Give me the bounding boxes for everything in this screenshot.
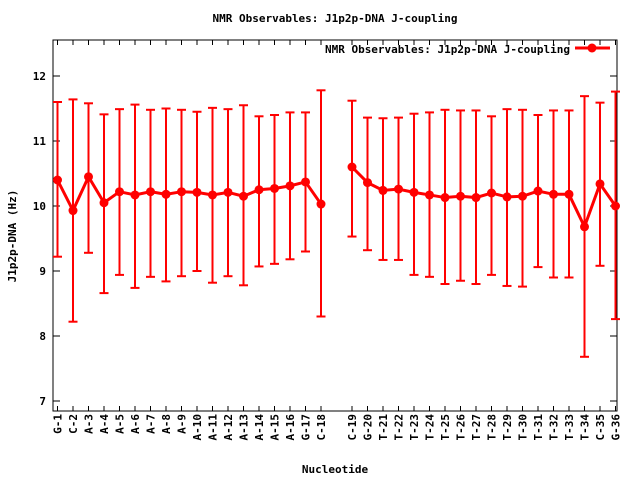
data-point [456, 191, 465, 201]
x-tick-label: C-19 [346, 414, 359, 441]
series-line [56, 173, 323, 214]
data-point [115, 187, 124, 197]
x-tick-label: T-30 [517, 414, 530, 441]
x-tick-label: A-7 [145, 414, 158, 434]
data-point [502, 192, 512, 202]
data-point [425, 190, 434, 200]
data-point [130, 190, 140, 200]
data-point [161, 189, 171, 199]
x-tick-label: A-15 [269, 414, 282, 441]
x-tick-label: A-4 [98, 414, 111, 434]
plot-border [52, 39, 618, 412]
x-tick-label: A-14 [253, 414, 266, 441]
x-tick-label: T-27 [470, 414, 483, 441]
y-tick-label: 9 [39, 265, 46, 278]
x-tick-label: T-31 [532, 414, 545, 441]
data-point [208, 190, 217, 200]
x-tick-label: C-18 [315, 414, 328, 441]
data-point [409, 187, 419, 197]
y-tick-label: 12 [33, 70, 46, 83]
x-tick-label: A-12 [222, 414, 235, 441]
y-axis-title: J1p2p-DNA (Hz) [6, 190, 19, 283]
x-tick-label: T-25 [439, 414, 452, 441]
y-tick-label: 8 [39, 330, 46, 343]
x-tick-label: A-10 [191, 414, 204, 441]
data-point [192, 187, 202, 197]
x-tick-label: T-26 [455, 414, 468, 441]
data-point [84, 172, 93, 182]
y-tick-label: 7 [39, 395, 46, 408]
data-point [177, 187, 186, 197]
data-point [580, 222, 589, 232]
x-tick-label: T-23 [408, 414, 421, 441]
data-point [611, 201, 620, 211]
x-tick-label: T-22 [393, 414, 406, 441]
x-tick-label: A-11 [207, 414, 220, 441]
data-point [487, 188, 496, 198]
x-tick-label: A-9 [176, 414, 189, 434]
data-point [301, 177, 310, 187]
data-point [378, 185, 388, 195]
data-point [533, 186, 543, 196]
x-tick-label: T-28 [486, 414, 499, 441]
data-point [146, 187, 155, 197]
data-point [518, 191, 527, 201]
x-tick-label: T-24 [424, 414, 437, 441]
data-point [239, 191, 248, 201]
data-point [394, 184, 403, 194]
data-point [564, 189, 574, 199]
data-point [347, 162, 357, 172]
data-point [254, 185, 264, 195]
data-point [363, 178, 372, 188]
plot-area: 7 8 9 10 11 12 G-1 C-2 A-3 A-4 A-5 A-6 A-7 A-8 A-9 A-10… [33, 40, 623, 441]
data-point [595, 179, 605, 189]
x-tick-label: G-1 [52, 414, 65, 434]
x-tick-label: A-16 [284, 414, 297, 441]
x-tick-label: T-29 [501, 414, 514, 441]
data-point [285, 181, 295, 191]
data-point [471, 193, 481, 203]
y-tick-label: 11 [33, 135, 47, 148]
x-axis-title: Nucleotide [302, 463, 369, 476]
data-point [68, 206, 78, 216]
x-tick-label: C-2 [67, 414, 80, 434]
legend-label: NMR Observables: J1p2p-DNA J-coupling [325, 43, 570, 56]
data-point [549, 189, 558, 199]
legend-sample-marker [587, 43, 597, 53]
x-tick-label: T-21 [377, 414, 390, 441]
y-tick-label: 10 [33, 200, 46, 213]
x-tick-label: A-5 [114, 414, 127, 434]
x-tick-label: C-35 [594, 414, 607, 441]
chart-title: NMR Observables: J1p2p-DNA J-coupling [212, 12, 457, 25]
x-tick-label: A-13 [238, 414, 251, 441]
x-tick-label: T-32 [548, 414, 561, 441]
x-tick-label: A-3 [83, 414, 96, 434]
x-tick-label: G-20 [362, 414, 375, 441]
data-point [53, 175, 62, 185]
x-tick-label: G-36 [610, 414, 623, 441]
data-point [316, 199, 326, 209]
data-point [440, 193, 450, 203]
x-tick-label: T-34 [579, 414, 592, 441]
data-point [223, 187, 233, 197]
x-tick-label: T-33 [563, 414, 576, 441]
x-tick-label: A-6 [129, 414, 142, 434]
x-tick-label: G-17 [300, 414, 313, 441]
data-point [270, 183, 279, 193]
series-line [350, 165, 617, 231]
x-tick-label: A-8 [160, 414, 173, 434]
data-point [99, 198, 109, 208]
